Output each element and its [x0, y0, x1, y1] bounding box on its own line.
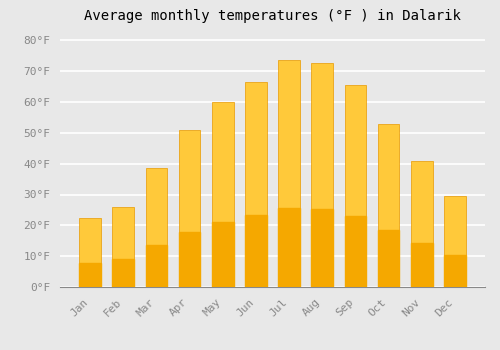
Bar — [312, 209, 333, 287]
Bar — [411, 243, 432, 287]
Bar — [179, 130, 201, 287]
Bar — [378, 124, 400, 287]
Bar — [344, 216, 366, 287]
Bar — [245, 215, 266, 287]
Bar — [444, 255, 466, 287]
Title: Average monthly temperatures (°F ) in Dalarik: Average monthly temperatures (°F ) in Da… — [84, 9, 461, 23]
Bar — [444, 196, 466, 287]
Bar — [112, 259, 134, 287]
Bar — [146, 245, 167, 287]
Bar — [212, 222, 234, 287]
Bar — [312, 63, 333, 287]
Bar — [80, 263, 101, 287]
Bar — [278, 208, 300, 287]
Bar — [112, 207, 134, 287]
Bar — [80, 218, 101, 287]
Bar — [245, 82, 266, 287]
Bar — [278, 60, 300, 287]
Bar — [212, 102, 234, 287]
Bar — [378, 230, 400, 287]
Bar — [179, 232, 201, 287]
Bar — [411, 161, 432, 287]
Bar — [344, 85, 366, 287]
Bar — [146, 168, 167, 287]
